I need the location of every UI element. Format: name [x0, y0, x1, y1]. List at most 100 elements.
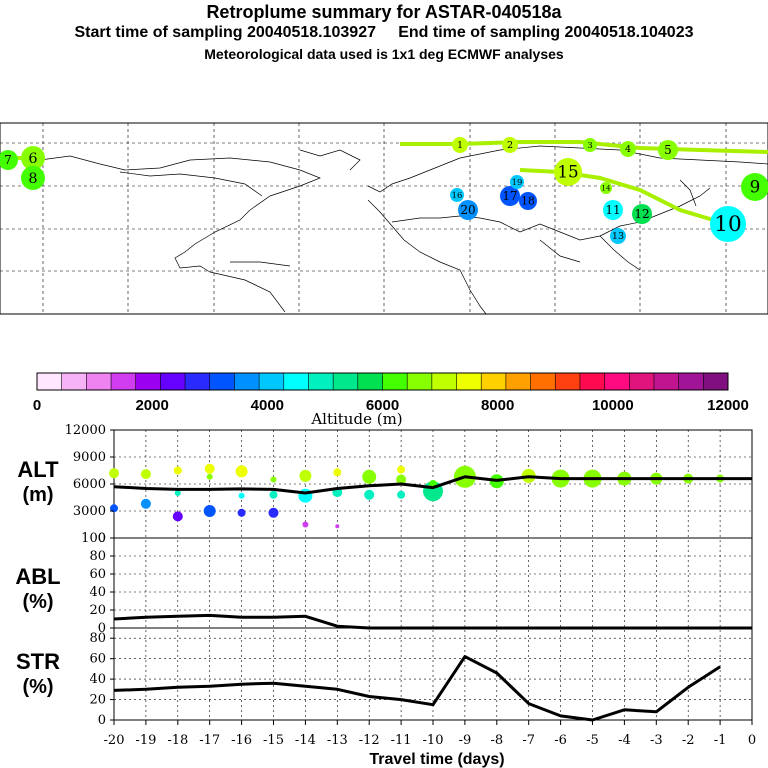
colorbar-swatch [185, 373, 211, 390]
sampling-times: Start time of sampling 20040518.103927 E… [0, 24, 768, 42]
colorbar-swatch [481, 373, 507, 390]
colorbar-swatch [259, 373, 285, 390]
x-tick-label: -17 [199, 733, 220, 748]
panel-tick-labels: 030006000900012000020406080100020406080-… [65, 423, 757, 748]
alt-unit: (m) [22, 484, 53, 506]
y-tick-label: 3000 [73, 504, 106, 519]
altitude-cluster-dot [270, 476, 277, 483]
altitude-cluster-dot [299, 469, 312, 482]
page-title: Retroplume summary for ASTAR-040518a [206, 2, 562, 22]
map-marker-label: 19 [512, 177, 523, 187]
y-tick-label: 9000 [73, 450, 106, 465]
abl-series-line [113, 613, 752, 630]
colorbar-swatch [135, 373, 161, 390]
altitude-cluster-dot [364, 489, 375, 500]
colorbar-swatch [111, 373, 137, 390]
altitude-cluster-dot [109, 468, 119, 479]
y-tick-label: 80 [89, 631, 106, 646]
x-tick-label: -6 [554, 733, 567, 748]
colorbar-swatch [61, 373, 87, 390]
x-tick-label: -10 [423, 733, 444, 748]
altitude-cluster-dot [302, 521, 309, 528]
str-series-line [113, 655, 721, 722]
map-marker [603, 200, 623, 220]
x-tick-label: -9 [459, 733, 472, 748]
panel-gridlines [114, 430, 752, 720]
y-tick-label: 20 [89, 693, 106, 708]
altitude-colorbar: 0 2000 4000 6000 8000 10000 12000 Altitude (m) [33, 372, 749, 428]
x-tick-label: -8 [490, 733, 503, 748]
colorbar-swatch [333, 373, 359, 390]
map-marker [0, 150, 18, 170]
altitude-cluster-dot [174, 490, 181, 496]
map-marker [554, 158, 582, 186]
alt-series-line [113, 475, 752, 495]
map-marker [452, 137, 468, 153]
map-marker-label: 11 [605, 203, 620, 217]
y-tick-label: 20 [89, 603, 106, 618]
x-tick-label: -12 [359, 733, 380, 748]
y-tick-label: 0 [98, 531, 106, 546]
map-marker-label: 7 [4, 153, 12, 167]
map-marker-label: 9 [750, 177, 761, 197]
colorbar-tick-label: 2000 [135, 397, 168, 414]
colorbar-title: Altitude (m) [310, 410, 402, 428]
altitude-cluster-dot [397, 465, 406, 474]
altitude-cluster-dot [203, 505, 216, 517]
altitude-cluster-dot [269, 490, 278, 499]
altitude-cluster-dot [206, 473, 213, 480]
altitude-cluster-dot [173, 466, 182, 475]
colorbar-tick-label: 10000 [592, 397, 634, 414]
colorbar-tick-label: 6000 [366, 397, 399, 414]
map-marker-label: 1 [457, 140, 463, 151]
str-unit: (%) [22, 676, 53, 698]
met-data-label: Meteorological data used is 1x1 deg ECMW… [204, 46, 564, 62]
colorbar-swatch [703, 373, 729, 390]
colorbar-swatch [653, 373, 680, 390]
x-tick-label: -13 [327, 733, 348, 748]
map-marker-label: 15 [557, 162, 578, 182]
map-marker-label: 6 [28, 151, 37, 167]
y-tick-label: 6000 [73, 477, 106, 492]
time-series-panels: 030006000900012000020406080100020406080-… [15, 423, 756, 768]
y-tick-label: 12000 [65, 423, 106, 438]
altitude-cluster-dot [140, 469, 151, 480]
colorbar-swatch [407, 373, 433, 390]
map-marker-label: 5 [664, 143, 672, 157]
colorbar-swatch [629, 373, 655, 390]
x-tick-label: -15 [263, 733, 284, 748]
x-tick-label: -11 [391, 733, 412, 748]
colorbar-tick-label: 8000 [481, 397, 514, 414]
colorbar-swatch [678, 373, 704, 390]
colorbar-swatch [283, 373, 309, 390]
x-tick-label: -1 [714, 733, 727, 748]
map-marker-label: 17 [502, 189, 517, 203]
x-tick-label: -7 [522, 733, 535, 748]
colorbar-swatch [530, 373, 556, 390]
map-marker [610, 228, 626, 244]
colorbar-swatch [357, 373, 383, 390]
map-marker-label: 12 [634, 207, 649, 221]
str-label: STR [16, 649, 60, 674]
y-tick-label: 40 [89, 672, 106, 687]
map-marker [502, 137, 518, 153]
map-marker [710, 206, 746, 242]
map-marker-label: 2 [507, 140, 513, 151]
map-marker-label: 8 [28, 171, 37, 187]
map-marker [632, 204, 652, 224]
abl-unit: (%) [22, 591, 53, 613]
map-marker-label: 14 [601, 183, 611, 192]
map-marker [450, 188, 464, 202]
x-tick-label: -2 [682, 733, 695, 748]
map-marker-label: 13 [612, 231, 624, 242]
map-marker [500, 186, 520, 206]
map-marker [583, 138, 597, 152]
map-marker-label: 18 [521, 195, 535, 208]
altitude-cluster-dot [238, 492, 245, 499]
map-marker-label: 4 [625, 144, 631, 155]
altitude-cluster-dot [237, 508, 246, 517]
y-tick-label: 80 [89, 549, 106, 564]
